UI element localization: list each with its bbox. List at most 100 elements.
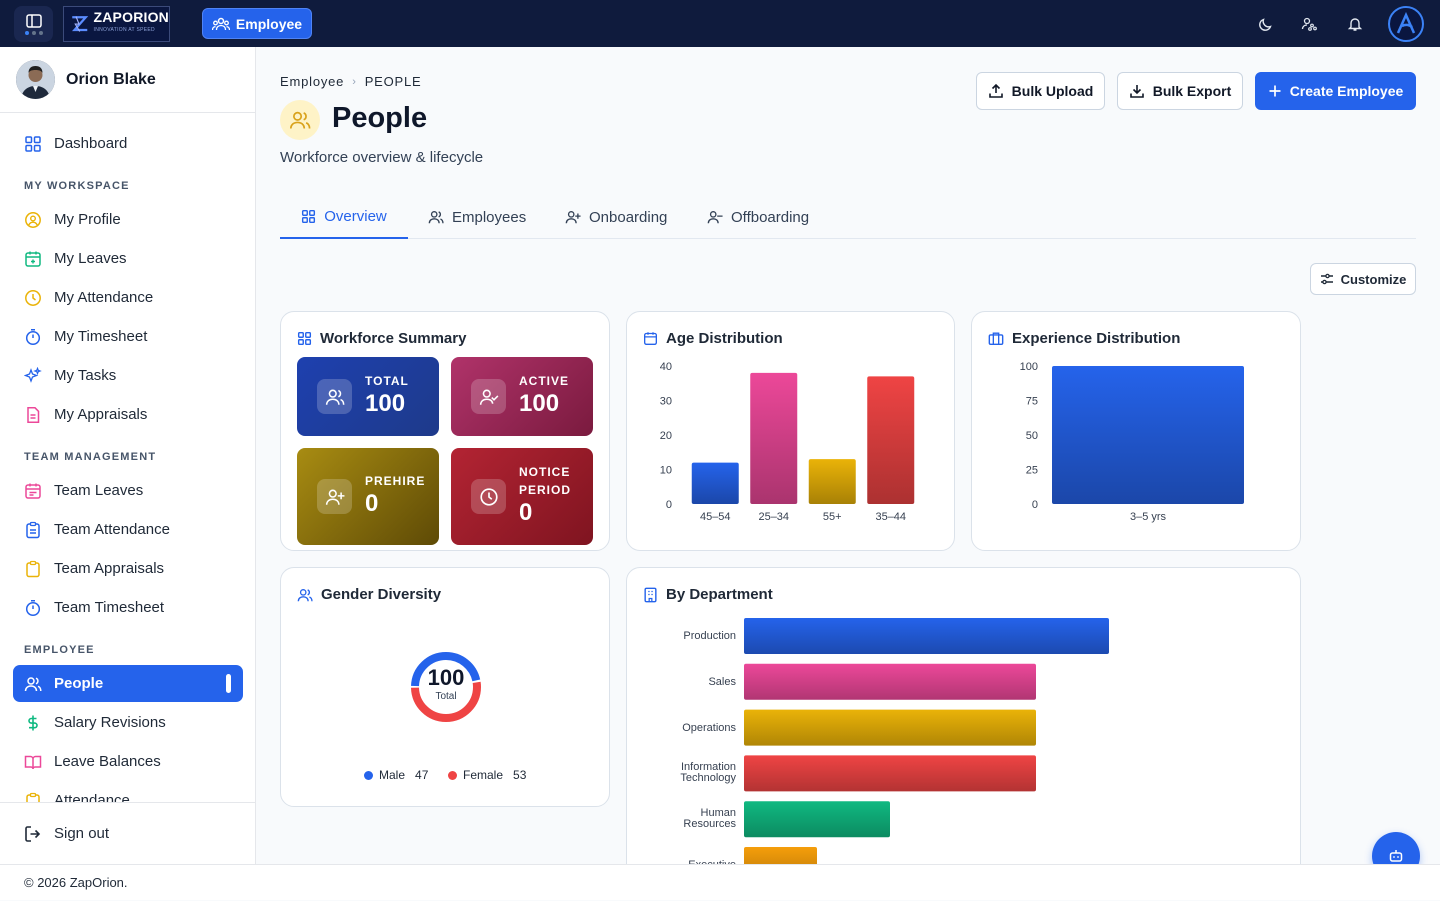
dollar-icon <box>28 715 38 730</box>
sidebar-item-team-attendance[interactable]: Team Attendance <box>13 511 243 548</box>
sign-out-button[interactable]: Sign out <box>0 802 255 864</box>
notifications-button[interactable] <box>1344 13 1366 35</box>
brand-a-icon <box>1396 12 1416 34</box>
user-nodes-icon <box>1301 17 1317 31</box>
module-employee-button[interactable]: Employee <box>202 8 312 39</box>
theme-toggle-button[interactable] <box>1255 13 1277 35</box>
sidebar-item-team-timesheet[interactable]: Team Timesheet <box>13 589 243 626</box>
bar-information-technology <box>744 755 1036 792</box>
sidebar-item-attendance[interactable]: Attendance <box>13 782 243 802</box>
workforce-summary-card: Workforce Summary TOTAL 100 ACTIVE 100 P… <box>280 311 610 551</box>
chevron-right-icon: › <box>352 75 357 88</box>
download-icon <box>1129 85 1144 98</box>
calendar-plus-icon <box>25 251 41 267</box>
sidebar-item-dashboard[interactable]: Dashboard <box>13 125 243 162</box>
module-chip-label: Employee <box>235 15 303 32</box>
sidebar-item-salary-revisions[interactable]: Salary Revisions <box>13 704 243 741</box>
stat-value: 100 <box>519 390 560 417</box>
department-label: Operations <box>682 721 736 734</box>
by-department-chart <box>744 618 1109 864</box>
create-employee-button[interactable]: Create Employee <box>1255 72 1416 110</box>
sidebar-item-label: My Appraisals <box>54 406 148 423</box>
sidebar-item-label: Dashboard <box>54 135 128 152</box>
user-check-icon <box>471 379 506 414</box>
tab-offboarding[interactable]: Offboarding <box>707 195 809 239</box>
tab-onboarding[interactable]: Onboarding <box>565 195 667 239</box>
tab-label: Employees <box>452 208 527 226</box>
sidebar: Orion Blake Dashboard MY WORKSPACE My Pr… <box>0 47 256 864</box>
department-label: Information Technology <box>680 761 736 785</box>
card-title: Age Distribution <box>643 330 783 347</box>
users-group-icon <box>211 17 230 30</box>
users-icon <box>24 676 42 691</box>
y-tick-label: 40 <box>660 361 672 373</box>
department-label: Production <box>683 630 736 642</box>
x-tick-label: 25–34 <box>758 511 789 523</box>
sidebar-item-my-profile[interactable]: My Profile <box>13 201 243 238</box>
sidebar-item-label: Leave Balances <box>54 753 161 770</box>
sidebar-item-label: My Leaves <box>54 250 127 267</box>
sidebar-item-people[interactable]: People <box>13 665 243 702</box>
stat-tile-notice-period[interactable]: NOTICE PERIOD 0 <box>451 448 593 545</box>
experience-distribution-card: Experience Distribution 0 25 50 75 100 3–5 yr… <box>971 311 1301 551</box>
card-title: By Department <box>643 586 773 603</box>
create-employee-label: Create Employee <box>1289 83 1404 99</box>
sidebar-item-my-leaves[interactable]: My Leaves <box>13 240 243 277</box>
sidebar-toggle-button[interactable] <box>14 6 53 42</box>
org-switch-button[interactable] <box>1298 13 1320 35</box>
sidebar-item-my-timesheet[interactable]: My Timesheet <box>13 318 243 355</box>
tab-overview[interactable]: Overview <box>280 195 408 239</box>
grid-icon <box>25 135 41 152</box>
bar-production <box>744 618 1109 654</box>
legend-dot <box>448 770 457 780</box>
stat-label: TOTAL <box>365 374 409 388</box>
department-label: Sales <box>708 675 736 688</box>
sidebar-item-leave-balances[interactable]: Leave Balances <box>13 743 243 780</box>
brand-logo[interactable]: ZAPORION INNOVATION AT SPEED <box>63 6 170 42</box>
customize-label: Customize <box>1340 271 1407 287</box>
user-minus-icon <box>707 211 723 224</box>
breadcrumb-employee[interactable]: Employee <box>280 74 345 89</box>
stat-tile-total[interactable]: TOTAL 100 <box>297 357 439 436</box>
bell-icon <box>1347 18 1363 31</box>
customize-button[interactable]: Customize <box>1310 263 1416 295</box>
age-distribution-card: Age Distribution 0 10 20 30 40 45–54 25–34 55+ 3… <box>626 311 955 551</box>
stat-tile-active[interactable]: ACTIVE 100 <box>451 357 593 436</box>
sidebar-item-team-leaves[interactable]: Team Leaves <box>13 472 243 509</box>
tab-employees[interactable]: Employees <box>428 195 526 239</box>
bar-25–34 <box>750 372 798 504</box>
top-bar: ZAPORION INNOVATION AT SPEED Employee <box>0 0 1440 47</box>
sidebar-item-team-appraisals[interactable]: Team Appraisals <box>13 550 243 587</box>
stat-value: 100 <box>365 390 406 417</box>
clipboard-icon <box>26 560 40 577</box>
sidebar-item-my-attendance[interactable]: My Attendance <box>13 279 243 316</box>
sliders-icon <box>1320 273 1333 285</box>
bulk-export-button[interactable]: Bulk Export <box>1117 72 1243 110</box>
footer-copyright: © 2026 ZapOrion. <box>0 864 1440 900</box>
stopwatch-icon <box>25 599 41 616</box>
user-profile-header[interactable]: Orion Blake <box>0 47 255 113</box>
bar-45–54 <box>691 462 739 504</box>
stat-value: 0 <box>365 490 379 517</box>
gender-diversity-card: Gender Diversity 100 Total Male 47 Femal… <box>280 567 610 807</box>
account-avatar-button[interactable] <box>1388 6 1424 42</box>
users-icon <box>297 588 313 601</box>
calendar-icon <box>25 483 41 499</box>
document-icon <box>27 406 40 423</box>
plus-icon <box>1269 85 1281 97</box>
x-tick-label: 35–44 <box>875 511 906 523</box>
stat-tile-prehire[interactable]: PREHIRE 0 <box>297 448 439 545</box>
active-indicator <box>226 674 231 693</box>
sidebar-item-my-appraisals[interactable]: My Appraisals <box>13 396 243 433</box>
clipboard-icon <box>26 521 40 538</box>
tab-label: Offboarding <box>731 208 810 226</box>
y-tick-label: 10 <box>660 465 672 477</box>
bulk-upload-button[interactable]: Bulk Upload <box>976 72 1105 110</box>
bar-sales <box>744 663 1036 700</box>
donut-slice-male <box>411 652 481 722</box>
sidebar-item-label: My Profile <box>54 211 121 228</box>
sidebar-item-my-tasks[interactable]: My Tasks <box>13 357 243 394</box>
logout-icon <box>25 825 41 842</box>
sidebar-item-label: Team Timesheet <box>54 599 165 616</box>
card-title: Workforce Summary <box>297 330 466 347</box>
